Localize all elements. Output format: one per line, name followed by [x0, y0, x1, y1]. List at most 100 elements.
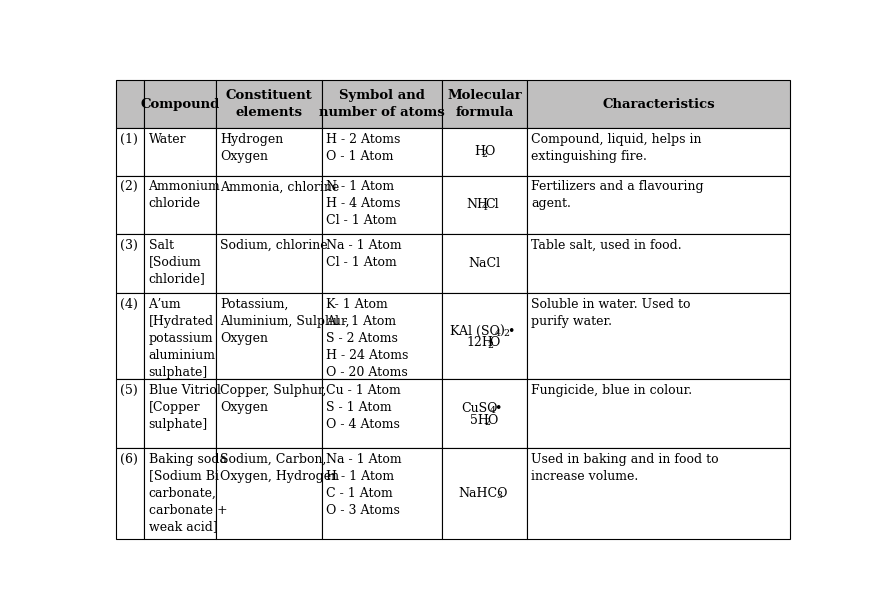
Text: Sodium, chlorine: Sodium, chlorine	[220, 238, 328, 252]
Text: Table salt, used in food.: Table salt, used in food.	[531, 238, 682, 252]
Text: 4: 4	[494, 329, 500, 338]
Text: 4: 4	[482, 203, 488, 211]
Bar	[116, 448, 145, 539]
Text: 5H: 5H	[470, 414, 490, 426]
Text: 3: 3	[496, 491, 502, 500]
Text: Compound: Compound	[141, 98, 220, 111]
Bar	[216, 448, 322, 539]
Bar	[116, 81, 145, 128]
Text: Constituent
elements: Constituent elements	[226, 89, 312, 119]
Bar	[116, 379, 145, 448]
Text: 2: 2	[504, 329, 510, 338]
Text: Characteristics: Characteristics	[602, 98, 715, 111]
Text: NaCl: NaCl	[468, 257, 501, 270]
Bar	[442, 128, 527, 176]
Bar	[322, 128, 442, 176]
Text: Fungicide, blue in colour.: Fungicide, blue in colour.	[531, 384, 692, 397]
Text: Symbol and
number of atoms: Symbol and number of atoms	[319, 89, 445, 119]
Bar	[145, 128, 216, 176]
Text: 2: 2	[482, 150, 488, 159]
Text: (4): (4)	[120, 298, 138, 311]
Bar	[322, 379, 442, 448]
Bar	[145, 293, 216, 379]
Text: Fertilizers and a flavouring
agent.: Fertilizers and a flavouring agent.	[531, 180, 704, 210]
Bar	[442, 176, 527, 234]
Text: KAl (SO: KAl (SO	[451, 324, 500, 338]
Text: Cl: Cl	[485, 199, 499, 211]
Text: (5): (5)	[120, 384, 138, 397]
Bar	[322, 448, 442, 539]
Bar	[116, 293, 145, 379]
Text: 2: 2	[484, 418, 490, 427]
Bar	[527, 379, 790, 448]
Text: 4: 4	[490, 406, 497, 415]
Bar	[145, 379, 216, 448]
Bar	[527, 234, 790, 293]
Bar	[216, 234, 322, 293]
Text: H - 2 Atoms
O - 1 Atom: H - 2 Atoms O - 1 Atom	[326, 133, 400, 163]
Text: O: O	[484, 145, 494, 158]
Bar	[116, 176, 145, 234]
Text: Ammonium
chloride: Ammonium chloride	[148, 180, 220, 210]
Bar	[442, 234, 527, 293]
Text: NH: NH	[466, 199, 488, 211]
Bar	[116, 128, 145, 176]
Bar	[527, 128, 790, 176]
Text: Hydrogen
Oxygen: Hydrogen Oxygen	[220, 133, 283, 163]
Text: Aʼum
[Hydrated
potassium
aluminium
sulphate]: Aʼum [Hydrated potassium aluminium sulph…	[148, 298, 215, 379]
Text: NaHCO: NaHCO	[458, 487, 507, 500]
Text: (2): (2)	[120, 180, 138, 194]
Bar	[442, 81, 527, 128]
Text: (3): (3)	[120, 238, 138, 252]
Bar	[442, 293, 527, 379]
Bar	[322, 176, 442, 234]
Text: 12H: 12H	[467, 337, 493, 349]
Text: Copper, Sulphur,
Oxygen: Copper, Sulphur, Oxygen	[220, 384, 326, 414]
Bar	[527, 448, 790, 539]
Bar	[116, 234, 145, 293]
Bar	[322, 293, 442, 379]
Text: N - 1 Atom
H - 4 Atoms
Cl - 1 Atom: N - 1 Atom H - 4 Atoms Cl - 1 Atom	[326, 180, 400, 227]
Bar	[527, 81, 790, 128]
Text: Used in baking and in food to
increase volume.: Used in baking and in food to increase v…	[531, 453, 719, 483]
Text: Ammonia, chlorine: Ammonia, chlorine	[220, 180, 340, 194]
Bar	[322, 81, 442, 128]
Bar	[442, 379, 527, 448]
Text: Soluble in water. Used to
purify water.: Soluble in water. Used to purify water.	[531, 298, 691, 328]
Text: Molecular
formula: Molecular formula	[447, 89, 522, 119]
Text: O: O	[487, 414, 497, 426]
Bar	[145, 448, 216, 539]
Text: Baking soda
[Sodium Bi
carbonate,
carbonate +
weak acid]: Baking soda [Sodium Bi carbonate, carbon…	[148, 453, 228, 533]
Text: (1): (1)	[120, 133, 138, 146]
Text: Water: Water	[148, 133, 186, 146]
Bar	[145, 234, 216, 293]
Text: Na - 1 Atom
Cl - 1 Atom: Na - 1 Atom Cl - 1 Atom	[326, 238, 402, 269]
Text: K- 1 Atom
Al - 1 Atom
S - 2 Atoms
H - 24 Atoms
O - 20 Atoms: K- 1 Atom Al - 1 Atom S - 2 Atoms H - 24…	[326, 298, 408, 379]
Bar	[527, 293, 790, 379]
Bar	[322, 234, 442, 293]
Bar	[527, 176, 790, 234]
Text: Na - 1 Atom
H - 1 Atom
C - 1 Atom
O - 3 Atoms: Na - 1 Atom H - 1 Atom C - 1 Atom O - 3 …	[326, 453, 402, 516]
Bar	[216, 176, 322, 234]
Text: (6): (6)	[120, 453, 138, 466]
Bar	[216, 128, 322, 176]
Text: Sodium, Carbon,
Oxygen, Hydrogen: Sodium, Carbon, Oxygen, Hydrogen	[220, 453, 340, 483]
Text: Cu - 1 Atom
S - 1 Atom
O - 4 Atoms: Cu - 1 Atom S - 1 Atom O - 4 Atoms	[326, 384, 401, 431]
Text: Compound, liquid, helps in
extinguishing fire.: Compound, liquid, helps in extinguishing…	[531, 133, 702, 163]
Bar	[145, 176, 216, 234]
Bar	[442, 448, 527, 539]
Bar	[216, 293, 322, 379]
Text: •: •	[507, 324, 515, 338]
Text: H: H	[475, 145, 485, 158]
Text: Blue Vitriol
[Copper
sulphate]: Blue Vitriol [Copper sulphate]	[148, 384, 220, 431]
Text: •: •	[494, 402, 502, 415]
Text: Salt
[Sodium
chloride]: Salt [Sodium chloride]	[148, 238, 206, 285]
Text: CuSO: CuSO	[461, 402, 498, 415]
Text: Potassium,
Aluminium, Sulphur,
Oxygen: Potassium, Aluminium, Sulphur, Oxygen	[220, 298, 350, 345]
Bar	[216, 379, 322, 448]
Bar	[145, 81, 216, 128]
Text: O: O	[490, 337, 500, 349]
Bar	[216, 81, 322, 128]
Text: 2: 2	[488, 341, 493, 350]
Text: ): )	[499, 324, 505, 338]
